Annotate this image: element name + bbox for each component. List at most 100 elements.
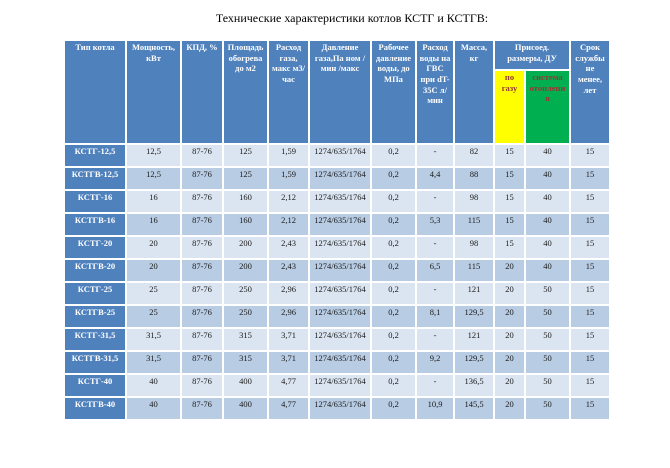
col-header-efficiency: КПД, % <box>180 39 224 145</box>
cell-gas_pressure: 1274/635/1764 <box>308 396 372 421</box>
cell-water_pressure: 0,2 <box>370 304 417 329</box>
col-header-power: Мощность, кВт <box>125 39 182 145</box>
cell-dhw_flow: 6,5 <box>415 258 455 283</box>
table-row: КСТГВ-20 20 87-76 200 2,43 1274/635/1764 0,2 6,… <box>63 258 612 283</box>
cell-service_life: 15 <box>569 189 612 214</box>
cell-service_life: 15 <box>569 350 612 375</box>
cell-area: 400 <box>222 373 269 398</box>
cell-power: 25 <box>125 304 182 329</box>
table-row: КСТГВ-25 25 87-76 250 2,96 1274/635/1764 0,2 8,… <box>63 304 612 329</box>
cell-efficiency: 87-76 <box>180 258 224 283</box>
col-header-gas-flow: Расход газа, макс м3/час <box>267 39 310 145</box>
table-row: КСТГВ-40 40 87-76 400 4,77 1274/635/1764 0,2 10… <box>63 396 612 421</box>
col-header-area: Площадь обогрева до м2 <box>222 39 269 145</box>
cell-area: 315 <box>222 327 269 352</box>
cell-efficiency: 87-76 <box>180 212 224 237</box>
cell-gas_flow: 2,43 <box>267 235 310 260</box>
cell-dhw_flow: - <box>415 189 455 214</box>
cell-service_life: 15 <box>569 166 612 191</box>
cell-area: 125 <box>222 166 269 191</box>
cell-area: 160 <box>222 212 269 237</box>
cell-type: КСТГ-20 <box>63 235 127 260</box>
cell-mass: 82 <box>453 143 495 168</box>
cell-service_life: 15 <box>569 258 612 283</box>
cell-type: КСТГВ-12,5 <box>63 166 127 191</box>
cell-gas_pressure: 1274/635/1764 <box>308 189 372 214</box>
cell-type: КСТГ-25 <box>63 281 127 306</box>
cell-water_pressure: 0,2 <box>370 143 417 168</box>
cell-gas_du: 20 <box>493 327 526 352</box>
cell-water_pressure: 0,2 <box>370 258 417 283</box>
cell-gas_du: 20 <box>493 373 526 398</box>
cell-efficiency: 87-76 <box>180 189 224 214</box>
cell-gas_flow: 2,12 <box>267 212 310 237</box>
cell-efficiency: 87-76 <box>180 143 224 168</box>
cell-mass: 98 <box>453 189 495 214</box>
table-row: КСТГ-31,5 31,5 87-76 315 3,71 1274/635/1764 0,… <box>63 327 612 352</box>
table-row: КСТГВ-16 16 87-76 160 2,12 1274/635/1764 0,2 5,… <box>63 212 612 237</box>
cell-area: 250 <box>222 281 269 306</box>
cell-gas_pressure: 1274/635/1764 <box>308 258 372 283</box>
cell-mass: 88 <box>453 166 495 191</box>
cell-gas_flow: 4,77 <box>267 373 310 398</box>
cell-heating_du: 50 <box>523 396 572 421</box>
cell-heating_du: 50 <box>523 281 572 306</box>
cell-area: 200 <box>222 235 269 260</box>
cell-type: КСТГ-40 <box>63 373 127 398</box>
cell-power: 40 <box>125 396 182 421</box>
cell-dhw_flow: 8,1 <box>415 304 455 329</box>
cell-gas_pressure: 1274/635/1764 <box>308 350 372 375</box>
cell-area: 160 <box>222 189 269 214</box>
cell-heating_du: 40 <box>523 166 572 191</box>
cell-area: 315 <box>222 350 269 375</box>
cell-service_life: 15 <box>569 373 612 398</box>
cell-water_pressure: 0,2 <box>370 281 417 306</box>
cell-efficiency: 87-76 <box>180 281 224 306</box>
cell-heating_du: 40 <box>523 235 572 260</box>
cell-type: КСТГ-12,5 <box>63 143 127 168</box>
boiler-spec-table: Тип котла Мощность, кВт КПД, % Площадь о… <box>63 39 612 421</box>
cell-power: 20 <box>125 258 182 283</box>
cell-dhw_flow: 4,4 <box>415 166 455 191</box>
cell-gas_flow: 1,59 <box>267 143 310 168</box>
cell-gas_du: 15 <box>493 212 526 237</box>
cell-water_pressure: 0,2 <box>370 350 417 375</box>
table-row: КСТГ-16 16 87-76 160 2,12 1274/635/1764 0,2-98… <box>63 189 612 214</box>
cell-service_life: 15 <box>569 396 612 421</box>
col-header-heating-du: система отопления <box>523 69 572 145</box>
cell-gas_flow: 1,59 <box>267 166 310 191</box>
cell-power: 12,5 <box>125 166 182 191</box>
cell-type: КСТГВ-40 <box>63 396 127 421</box>
cell-heating_du: 40 <box>523 258 572 283</box>
cell-service_life: 15 <box>569 327 612 352</box>
cell-gas_pressure: 1274/635/1764 <box>308 212 372 237</box>
cell-power: 31,5 <box>125 327 182 352</box>
cell-gas_pressure: 1274/635/1764 <box>308 166 372 191</box>
cell-area: 200 <box>222 258 269 283</box>
col-header-gas-pressure: Давление газа,Па ном /мин /макс <box>308 39 372 145</box>
cell-gas_pressure: 1274/635/1764 <box>308 281 372 306</box>
cell-gas_flow: 4,77 <box>267 396 310 421</box>
col-header-gas-du: по газу <box>493 69 526 145</box>
table-body: КСТГ-12,5 12,5 87-76 125 1,59 1274/635/1764 0,… <box>63 143 612 421</box>
cell-mass: 115 <box>453 212 495 237</box>
cell-dhw_flow: - <box>415 327 455 352</box>
cell-gas_du: 15 <box>493 189 526 214</box>
cell-mass: 115 <box>453 258 495 283</box>
cell-gas_du: 15 <box>493 235 526 260</box>
cell-water_pressure: 0,2 <box>370 327 417 352</box>
cell-service_life: 15 <box>569 212 612 237</box>
cell-mass: 129,5 <box>453 304 495 329</box>
cell-mass: 98 <box>453 235 495 260</box>
cell-gas_flow: 2,12 <box>267 189 310 214</box>
cell-gas_flow: 2,43 <box>267 258 310 283</box>
cell-water_pressure: 0,2 <box>370 373 417 398</box>
col-header-type: Тип котла <box>63 39 127 145</box>
cell-efficiency: 87-76 <box>180 327 224 352</box>
cell-type: КСТГ-16 <box>63 189 127 214</box>
cell-dhw_flow: 9,2 <box>415 350 455 375</box>
cell-gas_flow: 3,71 <box>267 327 310 352</box>
cell-gas_pressure: 1274/635/1764 <box>308 373 372 398</box>
cell-gas_pressure: 1274/635/1764 <box>308 143 372 168</box>
